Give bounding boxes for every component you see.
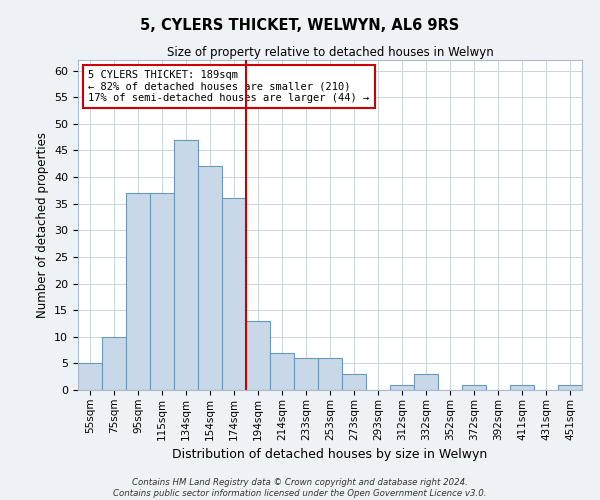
Bar xyxy=(294,358,318,390)
Bar xyxy=(246,321,270,390)
Bar xyxy=(78,364,102,390)
Bar xyxy=(174,140,198,390)
Text: Contains HM Land Registry data © Crown copyright and database right 2024.
Contai: Contains HM Land Registry data © Crown c… xyxy=(113,478,487,498)
Text: 5 CYLERS THICKET: 189sqm
← 82% of detached houses are smaller (210)
17% of semi-: 5 CYLERS THICKET: 189sqm ← 82% of detach… xyxy=(88,70,370,103)
Bar xyxy=(102,337,126,390)
Y-axis label: Number of detached properties: Number of detached properties xyxy=(35,132,49,318)
Bar xyxy=(390,384,414,390)
Bar xyxy=(414,374,438,390)
Bar xyxy=(318,358,342,390)
Bar xyxy=(558,384,582,390)
Bar xyxy=(126,193,150,390)
X-axis label: Distribution of detached houses by size in Welwyn: Distribution of detached houses by size … xyxy=(172,448,488,461)
Bar xyxy=(462,384,486,390)
Title: Size of property relative to detached houses in Welwyn: Size of property relative to detached ho… xyxy=(167,46,493,59)
Bar xyxy=(510,384,534,390)
Bar xyxy=(198,166,222,390)
Bar xyxy=(270,352,294,390)
Bar xyxy=(150,193,174,390)
Bar xyxy=(222,198,246,390)
Text: 5, CYLERS THICKET, WELWYN, AL6 9RS: 5, CYLERS THICKET, WELWYN, AL6 9RS xyxy=(140,18,460,32)
Bar xyxy=(342,374,366,390)
